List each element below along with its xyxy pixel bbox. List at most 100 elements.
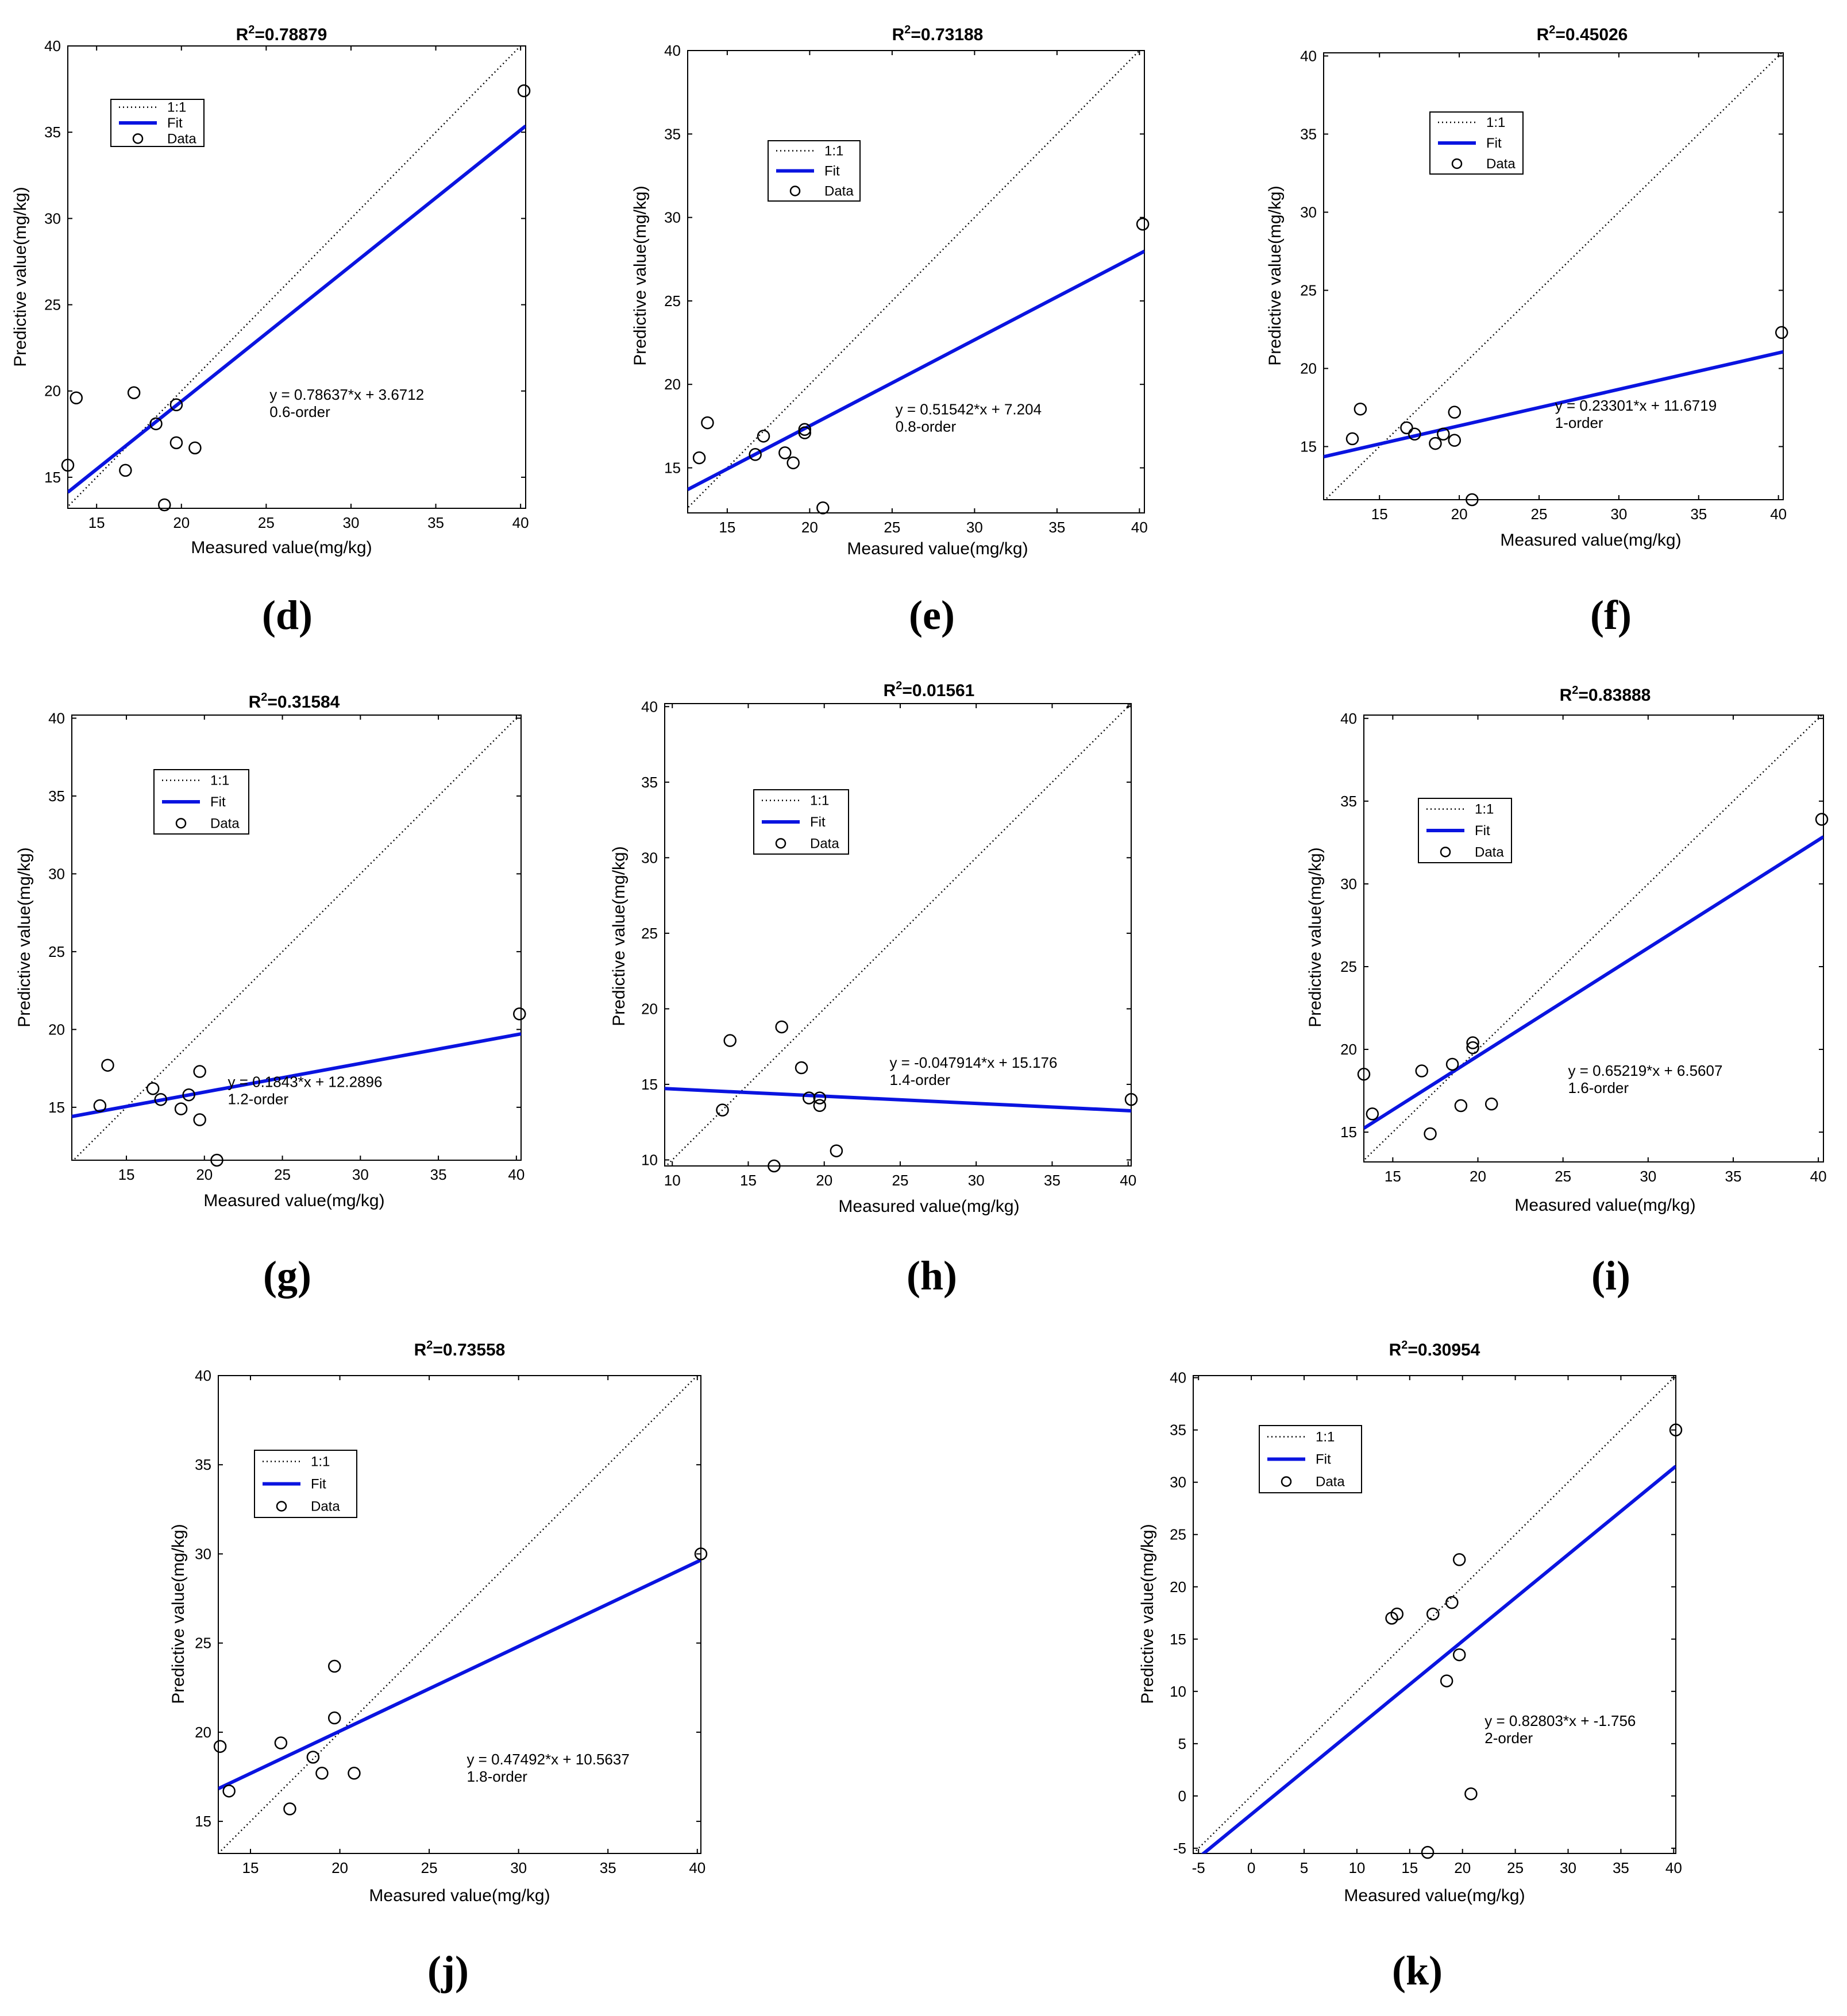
data-point [149,417,163,431]
scatter-plot-g: R2=0.31584 15 20 25 30 35 40 15 20 25 30 35 40 Measur… [15,691,526,1210]
data-point [798,426,812,439]
legend-label-fit: Fit [824,164,840,179]
fit-order: 1.8-order [466,1768,527,1785]
x-tick-label: 30 [510,1859,527,1876]
data-point [1345,432,1359,446]
fit-order: 0.8-order [896,418,957,435]
data-point [816,501,830,515]
fit-equation: y = 0.65219*x + 6.5607 [1568,1062,1723,1079]
panel-label-f: (f) [1590,592,1632,638]
plot-area [72,715,521,1160]
data-point [1815,813,1829,826]
x-axis-label: Measured value(mg/kg) [1344,1886,1525,1905]
identity-line [1324,53,1783,500]
fit-order: 1.6-order [1568,1079,1629,1096]
x-tick-label: -5 [1192,1859,1205,1876]
legend-label-data: Data [1475,844,1504,860]
data-point [1136,217,1150,231]
data-point [70,391,83,405]
fit-order: 1-order [1555,414,1603,431]
plot-area [68,46,526,508]
data-point [174,1102,188,1115]
fit-line [218,1558,701,1790]
data-point [1366,1107,1379,1121]
fit-line [68,124,526,494]
legend-label-fit: Fit [1486,136,1502,151]
legend-label-identity: 1:1 [311,1454,330,1470]
data-point [101,1059,114,1072]
data-point [701,416,714,430]
scatter-plot-e: R2=0.73188 15 20 25 30 35 40 15 20 25 30 35 40 Measur… [631,24,1150,558]
fit-equation: y = 0.51542*x + 7.204 [896,401,1042,418]
data-point [348,1767,361,1780]
y-tick-label: 25 [1300,281,1317,299]
plot-area [218,1376,701,1853]
y-tick-label: 20 [195,1724,211,1741]
y-tick-label: 15 [48,1099,65,1116]
data-point [1484,1097,1498,1111]
x-tick-label: 25 [258,514,275,531]
scatter-plot-f: R2=0.45026 15 20 25 30 35 40 15 20 25 30 35 40 Measur… [1266,24,1788,550]
legend-data-swatch [1281,1476,1292,1487]
x-tick-label: 20 [196,1166,213,1183]
x-tick-label: 25 [1555,1168,1571,1185]
y-tick-label: 20 [1300,360,1317,377]
data-point [692,451,706,465]
legend-label-data: Data [1316,1474,1345,1490]
chart-title: R2=0.30954 [1389,1339,1480,1360]
y-tick-label: 0 [1178,1787,1186,1805]
y-tick-label: 30 [641,849,658,866]
panel-g: R2=0.31584 15 20 25 30 35 40 15 20 25 30 35 40 Measur… [0,661,616,1321]
x-tick-label: 40 [1131,519,1148,536]
axes-box [664,703,1132,1167]
axes-box [1363,715,1824,1163]
x-axis-label: Measured value(mg/kg) [1500,531,1681,550]
data-point [61,458,75,472]
x-tick-label: 35 [1725,1168,1742,1185]
y-tick-label: 15 [1170,1631,1186,1648]
panel-label-g: (g) [263,1253,311,1299]
x-tick-label: 10 [1348,1859,1365,1876]
data-point [193,1113,206,1126]
y-tick-label: 35 [48,787,65,805]
x-tick-label: 30 [342,514,359,531]
panel-k: R2=0.30954 -5 0 5 10 15 20 25 30 35 40 -5 0 5 10 15 20 25… [923,1321,1847,2016]
legend-data-swatch [1451,158,1463,169]
panel-label-i: (i) [1591,1253,1630,1299]
data-point [1452,1648,1466,1662]
x-tick-label: 25 [421,1859,438,1876]
y-tick-label: 15 [44,469,61,486]
fit-equation: y = -0.047914*x + 15.176 [889,1054,1057,1071]
data-point [1400,421,1413,435]
y-axis-label: Predictive value(mg/kg) [1266,186,1285,365]
x-tick-label: 25 [274,1166,291,1183]
chart-title: R2=0.31584 [249,691,340,712]
x-tick-label: 5 [1300,1859,1308,1876]
x-tick-label: 40 [1810,1168,1827,1185]
x-axis-label: Measured value(mg/kg) [847,539,1028,558]
scatter-plot-k: R2=0.30954 -5 0 5 10 15 20 25 30 35 40 -5 0 5 10 15 20 25… [1138,1339,1683,1905]
plot-area [1324,53,1783,500]
data-point [210,1153,223,1167]
axes-box [218,1375,701,1854]
data-point [813,1091,827,1104]
data-point [1421,1845,1435,1859]
y-tick-label: 25 [48,943,65,960]
fit-line [688,249,1144,492]
data-point [517,84,531,98]
panel-label-e: (e) [909,592,955,638]
x-tick-label: 35 [427,514,444,531]
y-axis-label: Predictive value(mg/kg) [631,186,650,365]
data-point [1466,1041,1479,1055]
legend-label-fit: Fit [167,115,183,131]
y-tick-label: 35 [1340,793,1357,810]
y-tick-label: 35 [195,1456,211,1473]
y-tick-label: 10 [1170,1683,1186,1700]
data-point [1390,1607,1403,1621]
x-tick-label: 20 [1454,1859,1471,1876]
data-point [154,1093,168,1106]
legend-label-data: Data [810,836,839,851]
x-tick-label: 20 [1470,1168,1486,1185]
data-point [813,1099,827,1113]
data-point [315,1767,329,1780]
